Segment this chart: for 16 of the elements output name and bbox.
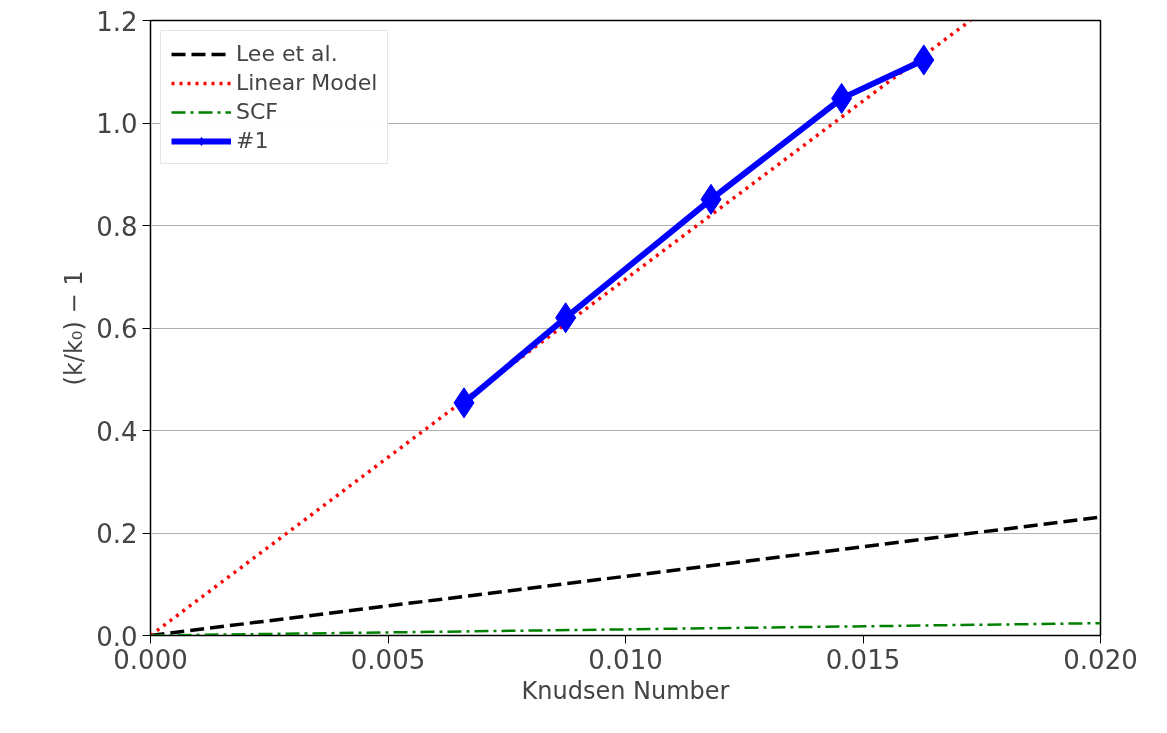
legend-label: #1 — [236, 128, 269, 153]
y-tick-label: 0.8 — [96, 211, 138, 242]
x-tick-label: 0.010 — [588, 644, 663, 675]
y-tick-label: 1.0 — [96, 109, 138, 139]
x-tick-label: 0.020 — [1063, 644, 1138, 675]
legend-label: SCF — [236, 99, 278, 124]
x-tick-label: 0.015 — [825, 644, 901, 675]
y-tick-label: 0.4 — [96, 416, 138, 447]
y-tick-label: 0.2 — [96, 519, 138, 549]
x-tick-label: 0.005 — [350, 644, 426, 675]
y-axis-title: (k/k₀) − 1 — [60, 270, 89, 386]
y-tick-label: 1.2 — [96, 6, 138, 37]
x-axis-title: Knudsen Number — [521, 676, 730, 705]
legend-label: Linear Model — [236, 70, 378, 95]
legend-label: Lee et al. — [236, 41, 338, 66]
y-tick-label: 0.6 — [96, 314, 138, 344]
